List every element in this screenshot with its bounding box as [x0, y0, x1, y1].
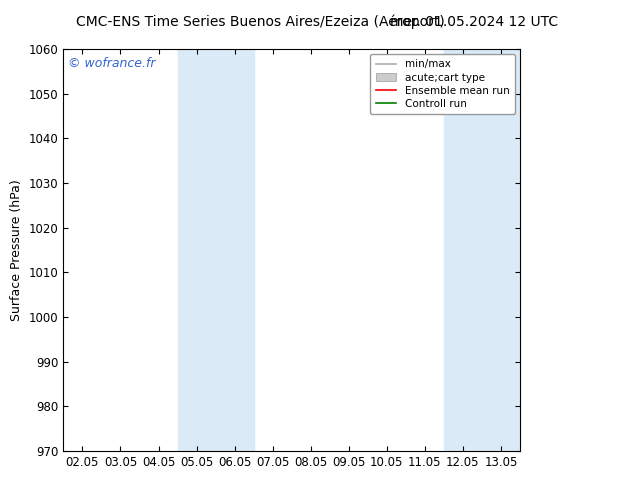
Text: © wofrance.fr: © wofrance.fr [68, 57, 155, 70]
Bar [178, 49, 216, 451]
Text: CMC-ENS Time Series Buenos Aires/Ezeiza (Aéroport): CMC-ENS Time Series Buenos Aires/Ezeiza … [75, 15, 444, 29]
Bar [482, 49, 520, 451]
Legend: min/max, acute;cart type, Ensemble mean run, Controll run: min/max, acute;cart type, Ensemble mean … [370, 54, 515, 114]
Text: mer. 01.05.2024 12 UTC: mer. 01.05.2024 12 UTC [390, 15, 558, 29]
Y-axis label: Surface Pressure (hPa): Surface Pressure (hPa) [10, 179, 23, 321]
Bar [216, 49, 254, 451]
Bar [444, 49, 482, 451]
